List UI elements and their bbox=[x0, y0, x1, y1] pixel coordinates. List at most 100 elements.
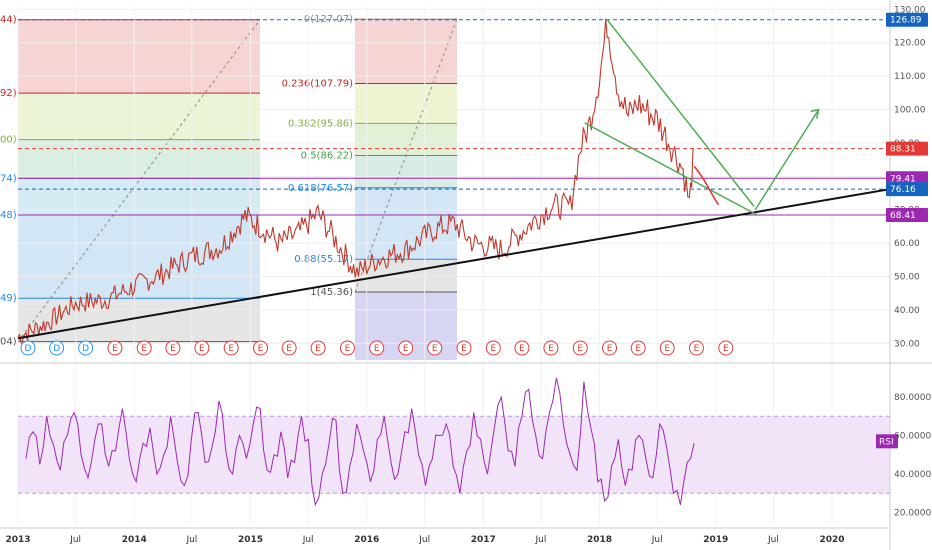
dividend-marker[interactable]: D bbox=[49, 340, 65, 356]
earnings-marker-circle bbox=[398, 340, 414, 356]
dividend-marker-circle bbox=[49, 340, 65, 356]
earnings-marker[interactable]: E bbox=[572, 340, 588, 356]
dividend-marker-label: D bbox=[25, 344, 32, 354]
fib-zone-right-1 bbox=[355, 83, 457, 124]
earnings-marker[interactable]: E bbox=[543, 340, 559, 356]
earnings-marker-circle bbox=[543, 340, 559, 356]
dividend-marker-circle bbox=[20, 340, 36, 356]
earnings-marker-label: E bbox=[141, 344, 147, 354]
earnings-marker-label: E bbox=[461, 344, 467, 354]
earnings-marker-label: E bbox=[315, 344, 321, 354]
earnings-marker-label: E bbox=[258, 344, 264, 354]
price-tag-label: 68.41 bbox=[890, 211, 916, 221]
dividend-marker-label: D bbox=[82, 344, 89, 354]
rsi-band bbox=[18, 416, 890, 494]
earnings-marker[interactable]: E bbox=[194, 340, 210, 356]
earnings-marker-circle bbox=[107, 340, 123, 356]
rsi-ytick-label: 40.0000 bbox=[894, 470, 931, 480]
earnings-marker[interactable]: E bbox=[688, 340, 704, 356]
fib-label-4: 0.618(76.57) bbox=[288, 183, 353, 194]
earnings-marker[interactable]: E bbox=[252, 340, 268, 356]
earnings-marker-label: E bbox=[170, 344, 176, 354]
earnings-marker-circle bbox=[485, 340, 501, 356]
earnings-marker[interactable]: E bbox=[281, 340, 297, 356]
earnings-marker-circle bbox=[427, 340, 443, 356]
rsi-panel bbox=[18, 377, 890, 507]
earnings-marker[interactable]: E bbox=[630, 340, 646, 356]
earnings-marker-circle bbox=[194, 340, 210, 356]
earnings-marker-circle bbox=[514, 340, 530, 356]
earnings-marker-circle bbox=[369, 340, 385, 356]
earnings-marker[interactable]: E bbox=[602, 340, 618, 356]
earnings-marker[interactable]: E bbox=[369, 340, 385, 356]
earnings-marker-label: E bbox=[607, 344, 613, 354]
earnings-marker[interactable]: E bbox=[427, 340, 443, 356]
earnings-marker[interactable]: E bbox=[718, 340, 734, 356]
x-tick-label: Jul bbox=[418, 535, 430, 545]
wedge-upper-line bbox=[606, 19, 755, 207]
fib-label-left-4: 48) bbox=[0, 210, 17, 221]
earnings-marker[interactable]: E bbox=[339, 340, 355, 356]
earnings-marker[interactable]: E bbox=[398, 340, 414, 356]
price-tag-box bbox=[886, 12, 928, 27]
fib-label-left-1: 92) bbox=[0, 88, 17, 99]
x-tick-label: Jul bbox=[69, 535, 81, 545]
rsi-ytick-label: 80.0000 bbox=[894, 393, 931, 403]
fib-diagonal-right bbox=[354, 18, 458, 293]
earnings-marker-label: E bbox=[723, 344, 729, 354]
projection-arrowhead bbox=[810, 108, 820, 119]
earnings-marker-circle bbox=[165, 340, 181, 356]
earnings-marker-label: E bbox=[432, 344, 438, 354]
price-tag-label: 79.41 bbox=[890, 174, 916, 184]
earnings-marker-circle bbox=[223, 340, 239, 356]
earnings-marker-label: E bbox=[694, 344, 700, 354]
earnings-marker-label: E bbox=[635, 344, 641, 354]
dividend-marker[interactable]: D bbox=[78, 340, 94, 356]
price-ytick-label: 50.00 bbox=[894, 273, 920, 283]
earnings-marker-label: E bbox=[548, 344, 554, 354]
earnings-marker[interactable]: E bbox=[136, 340, 152, 356]
fib-label-3: 0.5(86.22) bbox=[301, 151, 353, 162]
earnings-marker-circle bbox=[602, 340, 618, 356]
price-tag-box bbox=[886, 182, 928, 197]
earnings-marker[interactable]: E bbox=[456, 340, 472, 356]
earnings-marker-label: E bbox=[577, 344, 583, 354]
earnings-marker[interactable]: E bbox=[310, 340, 326, 356]
earnings-marker-circle bbox=[572, 340, 588, 356]
price-tag-box bbox=[886, 208, 928, 223]
fib-label-left-0: 44) bbox=[0, 15, 17, 26]
fibonacci-retracement-layer: 44)92)00)74)48)49)04)0(127.07)0.236(107.… bbox=[0, 14, 458, 360]
price-ytick-label: 40.00 bbox=[894, 306, 920, 316]
earnings-marker[interactable]: E bbox=[485, 340, 501, 356]
price-ytick-label: 130.00 bbox=[894, 5, 926, 15]
fib-label-2: 0.382(95.86) bbox=[288, 118, 353, 129]
dividend-marker[interactable]: D bbox=[20, 340, 36, 356]
earnings-marker-circle bbox=[136, 340, 152, 356]
earnings-marker-circle bbox=[281, 340, 297, 356]
fib-zone-right-0 bbox=[355, 19, 457, 84]
earnings-marker-label: E bbox=[345, 344, 351, 354]
earnings-marker[interactable]: E bbox=[223, 340, 239, 356]
earnings-marker[interactable]: E bbox=[659, 340, 675, 356]
dividend-marker-circle bbox=[78, 340, 94, 356]
rsi-legend-label: RSI bbox=[879, 437, 894, 447]
earnings-marker-label: E bbox=[286, 344, 292, 354]
grid bbox=[17, 6, 890, 524]
earnings-marker[interactable]: E bbox=[165, 340, 181, 356]
fib-zone-left-5 bbox=[18, 298, 260, 342]
earnings-marker-label: E bbox=[199, 344, 205, 354]
x-tick-label: Jul bbox=[302, 535, 314, 545]
earnings-marker[interactable]: E bbox=[107, 340, 123, 356]
x-tick-label: Jul bbox=[185, 535, 197, 545]
earnings-marker-label: E bbox=[519, 344, 525, 354]
dividend-marker-label: D bbox=[53, 344, 60, 354]
x-tick-label: 2013 bbox=[5, 535, 30, 545]
earnings-marker-label: E bbox=[112, 344, 118, 354]
fib-zone-left-3 bbox=[18, 178, 260, 216]
earnings-marker-label: E bbox=[490, 344, 496, 354]
earnings-marker[interactable]: E bbox=[514, 340, 530, 356]
earnings-marker-circle bbox=[630, 340, 646, 356]
